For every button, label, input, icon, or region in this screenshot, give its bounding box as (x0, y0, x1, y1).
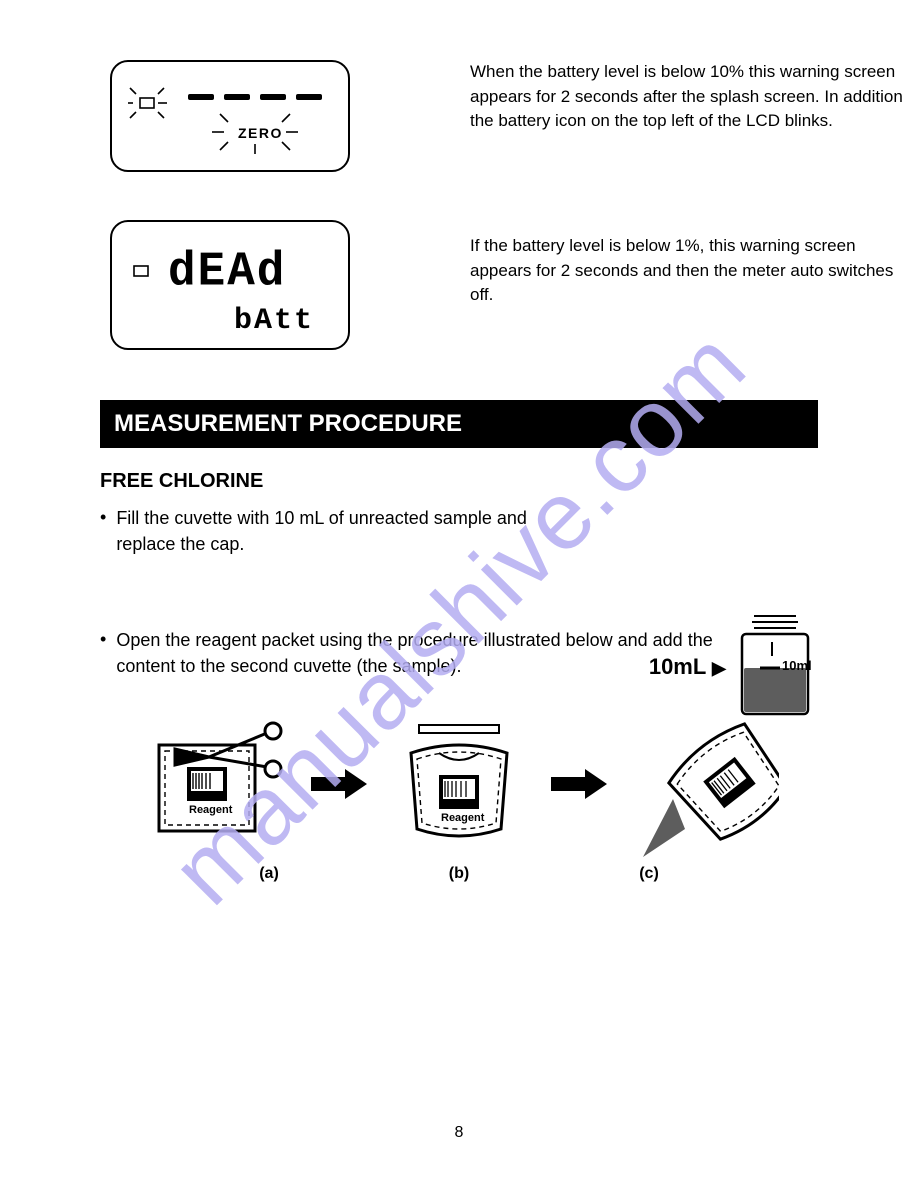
vial-figure: 10mL ▶ 10ml (649, 612, 818, 722)
packet-label-c: (c) (639, 865, 659, 883)
section-title-measurement: MEASUREMENT PROCEDURE (100, 400, 818, 448)
vial-10ml-label: 10mL ▶ (649, 654, 732, 679)
packet-b-svg: Reagent (389, 719, 529, 849)
step-1: • Fill the cuvette with 10 mL of unreact… (100, 505, 818, 557)
page-number: 8 (0, 1124, 918, 1142)
lcd-zero-svg: ZERO (128, 76, 338, 160)
svg-text:10ml: 10ml (782, 658, 812, 673)
svg-text:dEAd: dEAd (168, 245, 286, 299)
svg-text:ZERO: ZERO (238, 125, 283, 141)
lcd1-description: When the battery level is below 10% this… (470, 60, 910, 134)
bullet-icon: • (100, 627, 106, 652)
lcd-dead-batt-svg: dEAd bAtt (128, 236, 338, 340)
arrow-icon (311, 769, 367, 799)
packet-label-a: (a) (259, 865, 279, 883)
bullet-icon: • (100, 505, 106, 530)
svg-text:Reagent: Reagent (189, 804, 233, 816)
step-1-text: Fill the cuvette with 10 mL of unreacted… (116, 505, 556, 557)
svg-text:Reagent: Reagent (441, 812, 485, 824)
svg-text:bAtt: bAtt (234, 304, 314, 338)
packet-c-svg (629, 709, 779, 859)
packet-label-b: (b) (449, 865, 469, 883)
packet-a-svg: Reagent (139, 719, 289, 849)
reagent-packet-row: Reagent (100, 709, 818, 859)
arrow-icon (551, 769, 607, 799)
packet-labels: (a) (b) (c) (100, 865, 818, 883)
lcd2-description: If the battery level is below 1%, this w… (470, 234, 910, 308)
subhead-free-chlorine: FREE CHLORINE (100, 470, 818, 493)
lcd-panel-warning: ZERO (110, 60, 350, 172)
lcd-panel-dead: dEAd bAtt (110, 220, 350, 350)
